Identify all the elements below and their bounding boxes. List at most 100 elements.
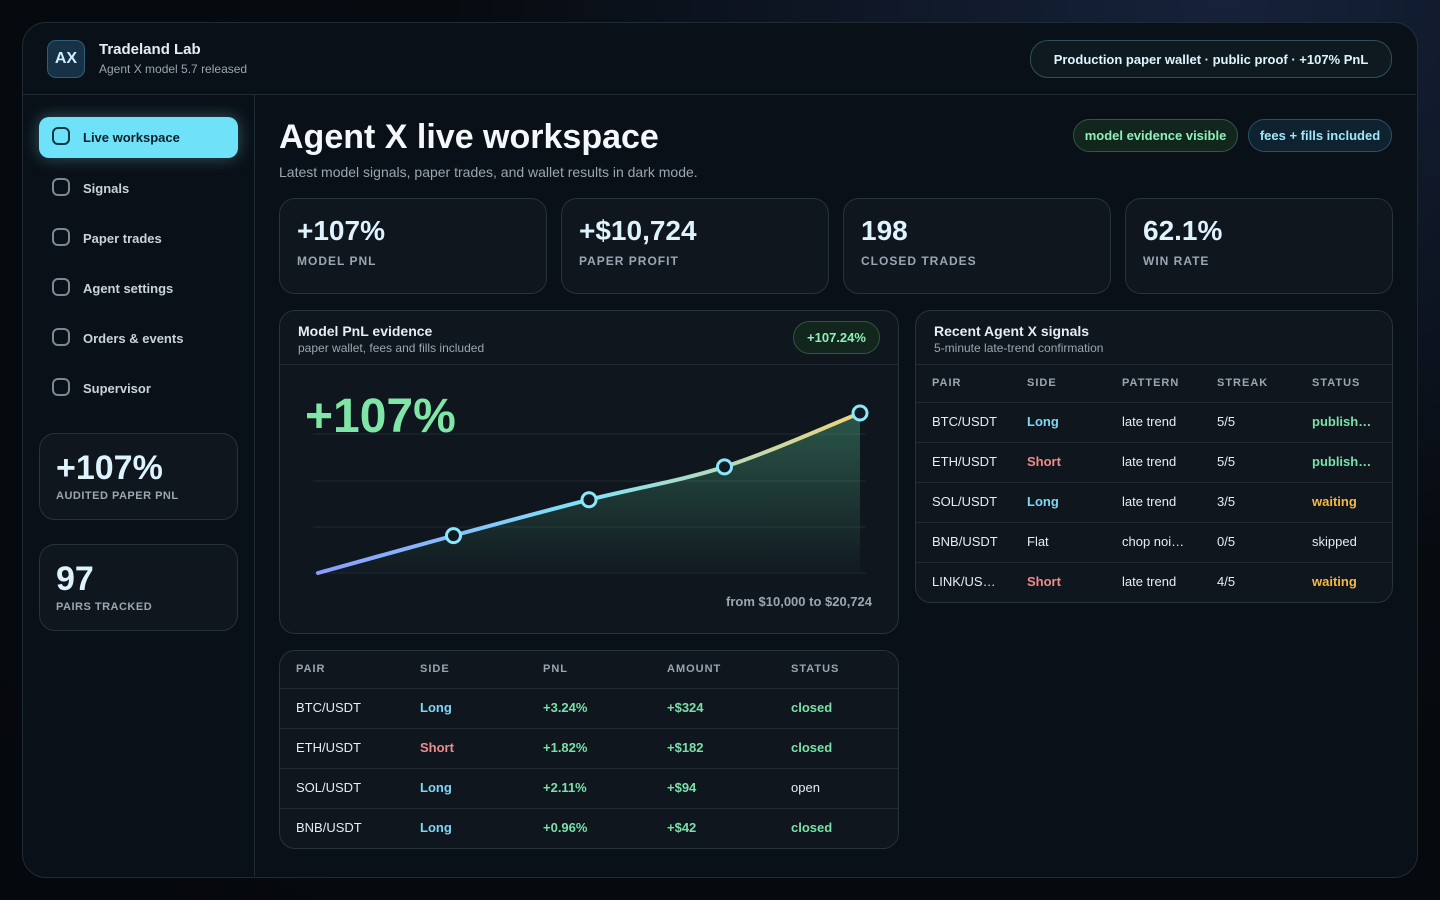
nav-icon (52, 228, 70, 246)
badge: fees + fills included (1248, 119, 1392, 152)
table-cell: 4/5 (1217, 574, 1236, 589)
table-cell: Long (420, 700, 452, 715)
table-cell: late trend (1122, 454, 1177, 469)
table-cell: +3.24% (543, 700, 588, 715)
card-subtitle: paper wallet, fees and fills included (298, 341, 485, 355)
table-cell: BNB/USDT (932, 534, 998, 549)
nav-icon (52, 127, 70, 145)
table-cell: ETH/USDT (296, 740, 361, 755)
nav-item[interactable]: Signals (39, 168, 238, 209)
table-cell: +1.82% (543, 740, 588, 755)
table-cell: BNB/USDT (296, 820, 362, 835)
nav-label: Supervisor (83, 381, 151, 396)
nav-item[interactable]: Agent settings (39, 268, 238, 309)
stat-value: +107% (297, 215, 385, 246)
row-divider (916, 442, 1392, 443)
signals-card (915, 310, 1393, 603)
nav-item[interactable]: Live workspace (39, 117, 238, 158)
table-cell: closed (791, 820, 833, 835)
table-cell: chop noi… (1122, 534, 1185, 549)
table-cell: late trend (1122, 414, 1177, 429)
table-cell: BTC/USDT (932, 414, 997, 429)
header-badge: Production paper wallet · public proof ·… (1030, 40, 1392, 78)
stat-value: 198 (861, 215, 908, 246)
nav-icon (52, 178, 70, 196)
table-cell: waiting (1312, 574, 1357, 589)
stat-card (279, 198, 547, 294)
table-cell: Short (1027, 454, 1061, 469)
trades-card (279, 650, 899, 849)
divider (280, 688, 898, 689)
stat-label: MODEL PNL (297, 254, 377, 268)
sidebar-card-label: AUDITED PAPER PNL (56, 490, 179, 502)
column-header: AMOUNT (667, 663, 722, 675)
table-cell: BTC/USDT (296, 700, 361, 715)
table-cell: Long (1027, 494, 1059, 509)
column-header: PAIR (296, 663, 326, 675)
stat-card (843, 198, 1111, 294)
stat-label: PAPER PROFIT (579, 254, 679, 268)
sidebar-divider (254, 95, 255, 876)
divider (916, 364, 1392, 365)
nav-icon (52, 278, 70, 296)
divider (280, 364, 898, 365)
table-cell: late trend (1122, 574, 1177, 589)
table-cell: 0/5 (1217, 534, 1236, 549)
column-header: PAIR (932, 377, 962, 389)
table-cell: Short (420, 740, 454, 755)
row-divider (916, 482, 1392, 483)
nav-label: Agent settings (83, 281, 174, 296)
table-cell: closed (791, 700, 833, 715)
table-cell: 5/5 (1217, 414, 1236, 429)
table-cell: +$324 (667, 700, 704, 715)
nav-item[interactable]: Paper trades (39, 218, 238, 259)
card-title: Recent Agent X signals (934, 323, 1090, 339)
column-header: SIDE (1027, 377, 1057, 389)
table-cell: skipped (1312, 534, 1357, 549)
stat-value: +$10,724 (579, 215, 697, 246)
nav-label: Orders & events (83, 331, 184, 346)
app-subtitle: Agent X model 5.7 released (99, 62, 248, 76)
card-title: Model PnL evidence (298, 323, 433, 339)
pnl-badge: +107.24% (793, 321, 880, 354)
pnl-point (716, 458, 733, 476)
header-divider (23, 94, 1416, 95)
pnl-point (445, 527, 462, 545)
row-divider (280, 808, 898, 809)
column-header: PNL (543, 663, 568, 675)
stat-value: 62.1% (1143, 215, 1223, 246)
stat-card (1125, 198, 1393, 294)
stat-label: CLOSED TRADES (861, 254, 977, 268)
table-cell: 5/5 (1217, 454, 1236, 469)
table-cell: Flat (1027, 534, 1049, 549)
column-header: STATUS (791, 663, 840, 675)
table-cell: +$182 (667, 740, 704, 755)
table-cell: late trend (1122, 494, 1177, 509)
pnl-area (318, 413, 860, 573)
pnl-headline: +107% (305, 390, 456, 443)
app-title: Tradeland Lab (99, 41, 201, 58)
nav-item[interactable]: Supervisor (39, 368, 238, 409)
column-header: STATUS (1312, 377, 1361, 389)
logo: AX (47, 40, 85, 78)
column-header: PATTERN (1122, 377, 1180, 389)
nav-label: Paper trades (83, 231, 162, 246)
nav-item[interactable]: Orders & events (39, 318, 238, 359)
table-cell: publish… (1312, 454, 1372, 469)
table-cell: LINK/US… (932, 574, 996, 589)
sidebar-card-value: 97 (56, 560, 94, 598)
table-cell: 3/5 (1217, 494, 1236, 509)
nav-icon (52, 378, 70, 396)
nav-label: Signals (83, 181, 130, 196)
column-header: STREAK (1217, 377, 1269, 389)
pnl-point (851, 404, 869, 422)
row-divider (916, 522, 1392, 523)
divider (916, 402, 1392, 403)
card-subtitle: 5-minute late-trend confirmation (934, 341, 1104, 355)
table-cell: Short (1027, 574, 1061, 589)
row-divider (280, 768, 898, 769)
stat-card (561, 198, 829, 294)
badge: model evidence visible (1073, 119, 1238, 152)
